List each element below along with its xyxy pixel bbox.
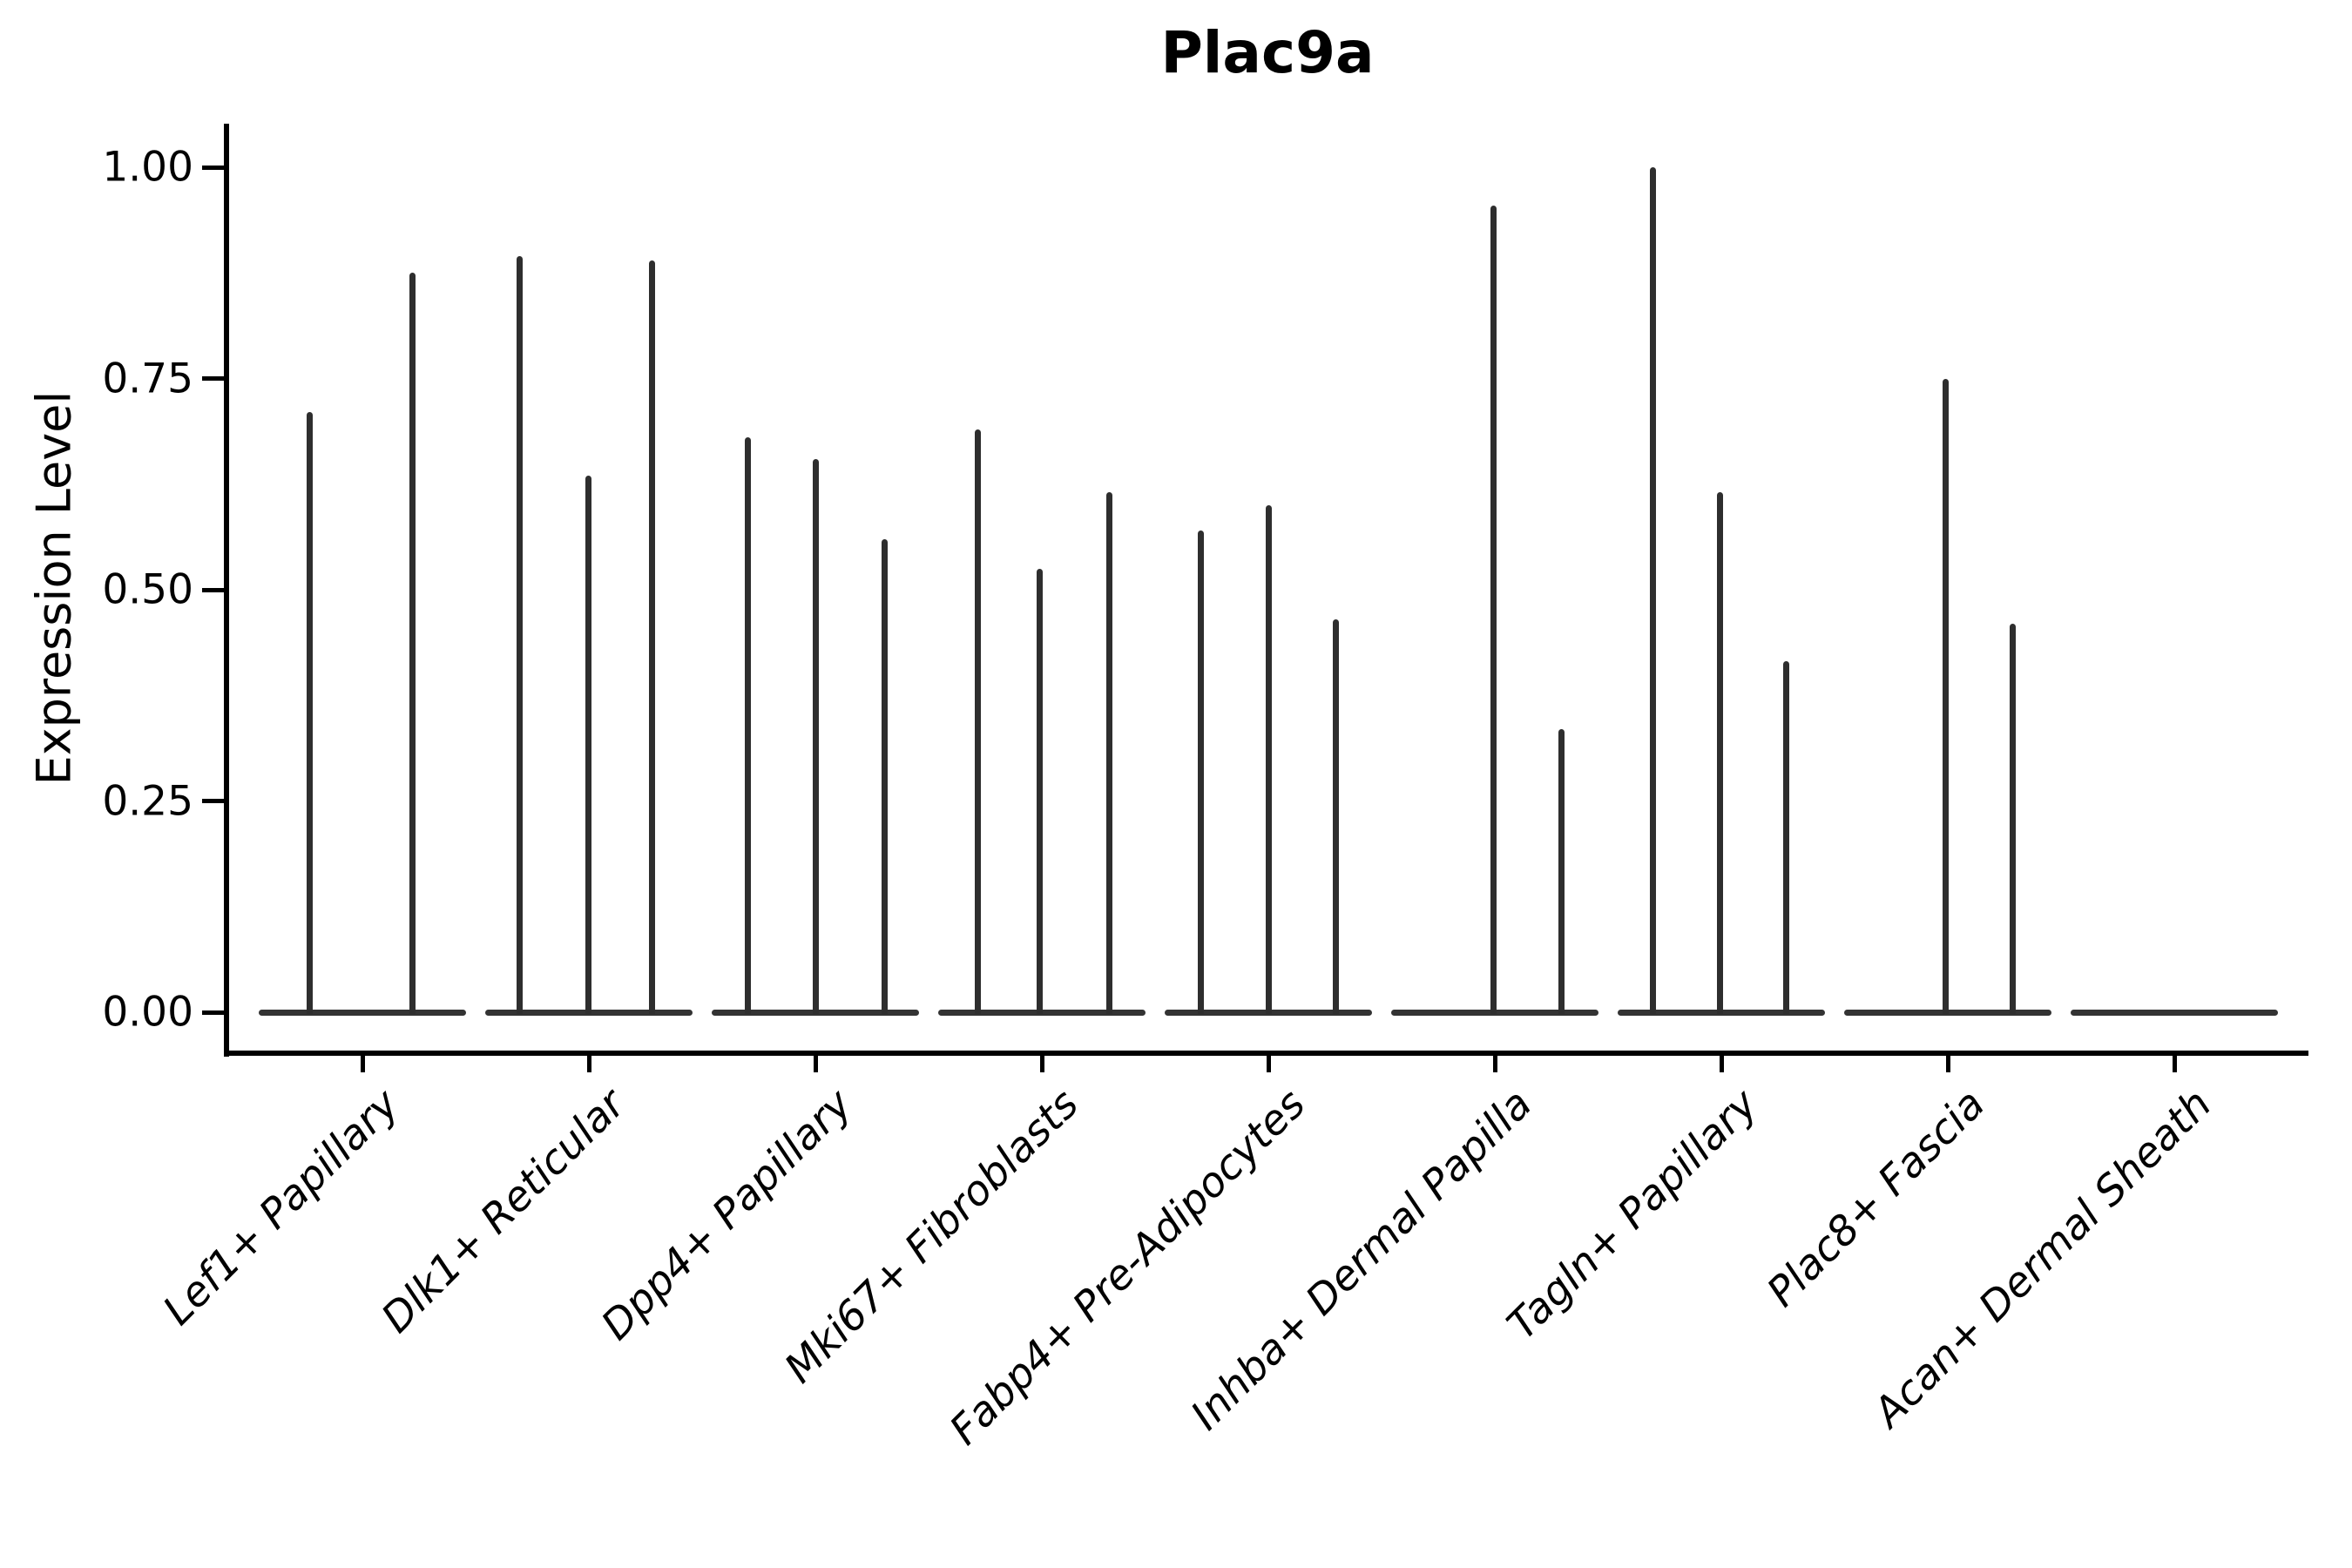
y-tick-mark [202, 1010, 225, 1015]
violin-spike [1490, 205, 1497, 1014]
violin-spike [306, 412, 313, 1014]
x-tick-mark [1492, 1053, 1497, 1072]
violin-spike [516, 255, 523, 1014]
violin-spike [744, 437, 751, 1014]
x-tick-mark [1719, 1053, 1724, 1072]
y-tick-mark [202, 165, 225, 170]
violin-spike [409, 273, 416, 1014]
y-tick-mark [202, 799, 225, 803]
violin-spike [2009, 623, 2016, 1014]
x-tick-mark [1266, 1053, 1271, 1072]
violin-spike [1782, 661, 1789, 1014]
x-tick-mark [2172, 1053, 2177, 1072]
violin-spike [1265, 505, 1272, 1014]
violin-spike [1197, 531, 1204, 1014]
violin-spike [1558, 729, 1565, 1014]
x-tick-mark [360, 1053, 365, 1072]
x-tick-label: Dpp4+ Papillary [591, 1080, 862, 1350]
y-axis-spine [224, 124, 229, 1057]
violin-spike [648, 260, 655, 1014]
chart-title: Plac9a [1160, 19, 1375, 86]
x-tick-mark [1945, 1053, 1950, 1072]
y-tick-mark [202, 587, 225, 592]
violin-spike [974, 429, 981, 1014]
violin-spike [1649, 167, 1656, 1014]
violin-base [2071, 1009, 2278, 1016]
x-tick-label: Lef1+ Papillary [153, 1080, 409, 1335]
violin-spike [881, 538, 888, 1014]
y-tick-label: 0.00 [102, 988, 193, 1037]
y-tick-label: 0.50 [102, 565, 193, 614]
x-tick-label: Dlk1+ Reticular [372, 1080, 635, 1342]
x-tick-mark [1039, 1053, 1044, 1072]
x-tick-label: Plac8+ Fascia [1757, 1080, 1994, 1317]
y-tick-mark [202, 376, 225, 381]
y-tick-label: 1.00 [102, 143, 193, 192]
violin-spike [1332, 618, 1339, 1014]
violin-spike [1716, 492, 1723, 1014]
violin-spike [1942, 378, 1949, 1014]
violin-spike [1036, 568, 1043, 1014]
y-axis-label: Expression Level [26, 390, 82, 786]
violin-spike [585, 476, 591, 1014]
x-tick-mark [813, 1053, 818, 1072]
x-tick-mark [586, 1053, 591, 1072]
violin-base [259, 1009, 466, 1016]
violin-spike [812, 458, 819, 1014]
y-tick-label: 0.25 [102, 777, 193, 825]
violin-spike [1105, 492, 1112, 1014]
x-tick-label: Tagln+ Papillary [1498, 1080, 1767, 1349]
y-tick-label: 0.75 [102, 355, 193, 402]
